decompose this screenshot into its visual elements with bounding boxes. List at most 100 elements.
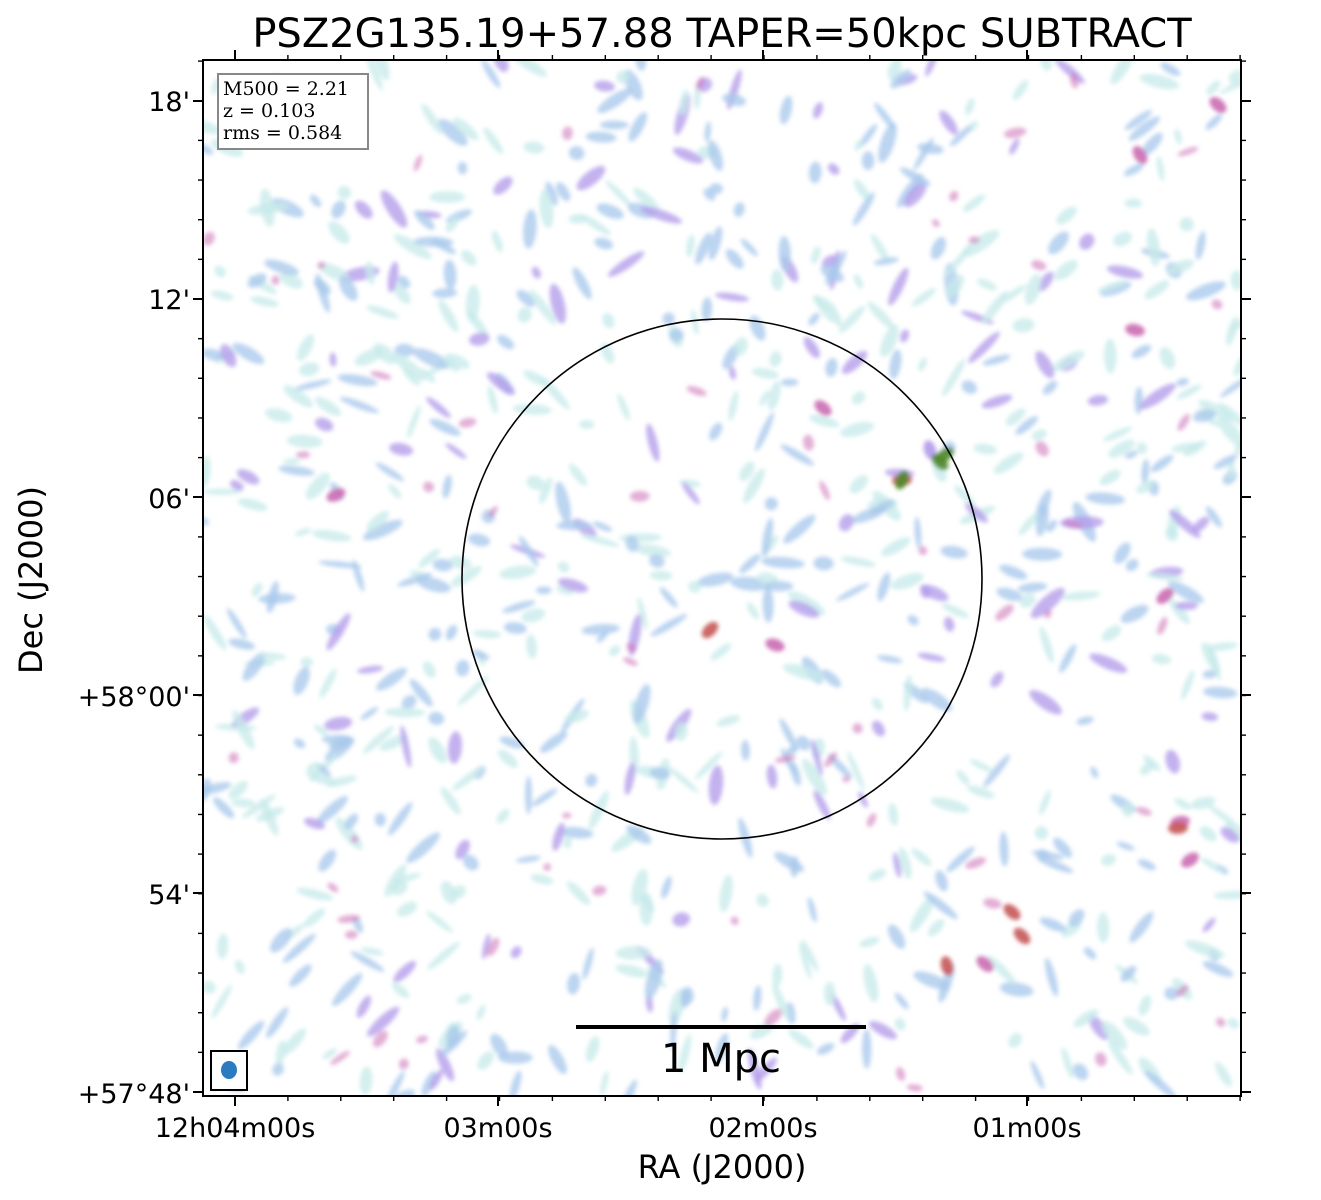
emission-blob [585,1036,600,1063]
emission-blob [1225,820,1241,844]
emission-blob [1061,1047,1074,1079]
emission-blob [460,250,477,266]
emission-blob [1079,233,1095,250]
emission-blob [203,231,215,246]
emission-blob [1024,274,1042,305]
emission-blob [803,434,814,451]
emission-blob [893,852,902,878]
emission-blob [831,308,842,327]
emission-blob [1164,987,1179,1000]
emission-blob [319,668,337,699]
emission-blob [469,332,490,346]
emission-blob [549,283,566,324]
emission-blob [314,724,329,737]
emission-blob [414,236,454,248]
emission-blob [868,1020,898,1040]
emission-blob [560,826,594,839]
emission-blob [482,933,491,960]
emission-blob [649,554,665,568]
emission-blob [366,305,399,319]
emission-blob [1101,625,1122,642]
plot-frame [202,59,1242,1097]
emission-blob [739,553,761,574]
emission-blob [312,529,352,542]
emission-blob [376,667,407,691]
emission-blob [282,458,301,465]
x-axis-label: RA (J2000) [638,1148,807,1186]
emission-blob [428,711,445,726]
emission-blob [920,585,931,599]
emission-blob [607,251,645,277]
emission-blob [1125,323,1145,337]
emission-blob [523,370,548,386]
emission-blob [999,982,1034,997]
emission-blob [1136,480,1154,494]
emission-blob [516,855,541,863]
emission-blob [1036,856,1074,874]
emission-blob [562,812,572,819]
emission-blob [372,1030,388,1048]
emission-blob [212,797,235,819]
emission-blob [447,731,463,764]
emission-blob [1037,271,1054,292]
x-tick-label-0: 12h04m00s [155,1113,316,1144]
emission-blob [1205,506,1222,528]
emission-blob [1168,509,1201,539]
emission-blob [557,561,570,573]
emission-blob [203,778,212,802]
emission-blob [582,947,594,980]
info-redshift: z = 0.103 [223,100,315,122]
emission-blob [1063,520,1083,529]
emission-blob [788,591,826,616]
emission-blob [220,344,237,368]
emission-blob [708,226,723,261]
emission-blob [1003,903,1021,921]
emission-blob [913,137,934,170]
emission-blob [813,556,834,571]
emission-blob [1085,492,1126,505]
emission-blob [633,544,671,558]
emission-blob [1151,653,1171,665]
emission-blob [228,638,256,650]
emission-blob [400,725,412,768]
emission-blob [1088,1015,1109,1040]
emission-blob [293,738,306,749]
emission-blob [255,807,285,822]
emission-blob [1097,280,1129,293]
emission-blob [374,812,386,827]
emission-blob [203,119,221,135]
emission-blob [1012,79,1029,101]
emission-blob [397,573,433,587]
emission-blob [925,60,938,77]
emission-blob [1195,231,1206,260]
emission-blob [709,422,723,441]
emission-blob [1213,454,1238,470]
emission-blob [458,417,477,428]
emission-blob [888,802,899,826]
emission-blob [414,210,435,230]
emission-blob [452,766,484,791]
emission-blob [871,720,886,737]
emission-blob [802,758,828,796]
emission-blob [1022,547,1063,561]
emission-blob [759,390,770,406]
emission-blob [366,60,383,91]
emission-blob [345,930,358,940]
emission-blob [351,835,359,844]
emission-blob [232,710,255,750]
emission-blob [1168,821,1188,835]
emission-blob [838,305,866,334]
emission-blob [709,183,723,195]
emission-blob [1215,1017,1226,1027]
emission-blob [318,849,336,872]
emission-blob [1017,582,1048,593]
emission-blob [303,908,326,928]
emission-blob [999,284,1026,304]
emission-blob [518,535,539,567]
emission-blob [406,832,441,864]
emission-blob [455,839,470,860]
emission-blob [788,600,820,618]
emission-blob [568,463,587,486]
emission-blob [391,982,410,999]
emission-blob [237,1020,265,1050]
